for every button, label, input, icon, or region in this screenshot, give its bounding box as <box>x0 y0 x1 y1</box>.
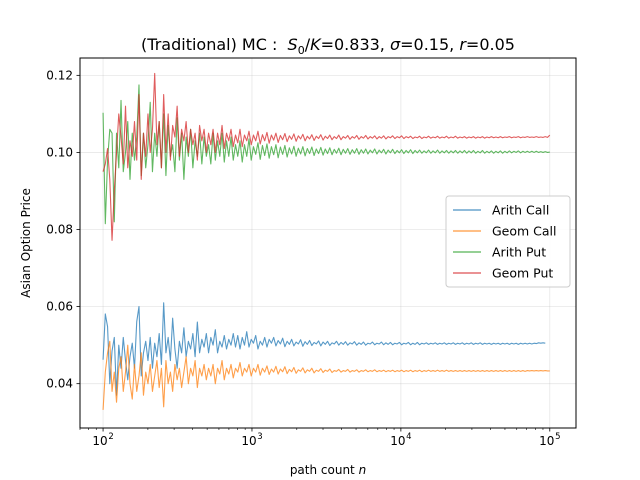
title-prefix: (Traditional) MC : <box>141 35 288 54</box>
x-tick-label: 10 <box>539 434 554 448</box>
title-sigma-value: =0.15, <box>400 35 459 54</box>
x-axis-label-text: path count <box>290 463 359 477</box>
y-ticks: 0.04 0.06 0.08 0.10 0.12 <box>46 68 80 391</box>
legend-label: Arith Call <box>492 203 549 218</box>
series-line-geom-call <box>102 340 550 410</box>
y-tick-label: 0.12 <box>46 68 73 82</box>
x-tick-exponent: 4 <box>406 432 411 442</box>
title-k-symbol: K <box>310 35 322 54</box>
legend-items: Arith Call Geom Call Arith Put Geom Put <box>453 203 557 281</box>
legend-label: Geom Call <box>492 224 557 239</box>
legend-label: Arith Put <box>492 245 546 260</box>
x-tick-label: 10 <box>390 434 405 448</box>
x-tick-label: 10 <box>92 434 107 448</box>
x-axis-label-var: n <box>359 463 367 477</box>
x-tick-label: 10 <box>241 434 256 448</box>
x-axis-label: path count n <box>290 463 366 477</box>
legend-label: Geom Put <box>492 266 553 281</box>
x-tick-exponent: 2 <box>108 432 113 442</box>
chart-title: (Traditional) MC : S0/K=0.833, σ=0.15, r… <box>141 35 515 57</box>
y-tick-label: 0.08 <box>46 223 73 237</box>
title-r-value: =0.05 <box>466 35 515 54</box>
y-axis-label: Asian Option Price <box>19 188 33 298</box>
title-r-symbol: r <box>459 35 467 54</box>
axes-frame <box>79 57 577 429</box>
y-tick-label: 0.04 <box>46 377 73 391</box>
series-layer <box>102 72 551 410</box>
x-tick-exponent: 5 <box>555 432 560 442</box>
series-line-arith-call <box>102 302 546 396</box>
x-ticks: 10 2 10 3 10 4 10 5 <box>79 428 560 448</box>
y-tick-label: 0.06 <box>46 300 73 314</box>
title-sigma-symbol: σ <box>390 35 401 54</box>
legend: Arith Call Geom Call Arith Put Geom Put <box>445 195 571 288</box>
title-k-value: =0.833, <box>321 35 390 54</box>
series-line-geom-put <box>102 72 551 241</box>
title-s-symbol: S <box>288 35 298 54</box>
legend-box <box>445 195 571 288</box>
title-slash: / <box>305 35 311 54</box>
x-tick-exponent: 3 <box>257 432 262 442</box>
y-tick-label: 0.10 <box>46 145 73 159</box>
title-s-subscript: 0 <box>298 44 305 57</box>
